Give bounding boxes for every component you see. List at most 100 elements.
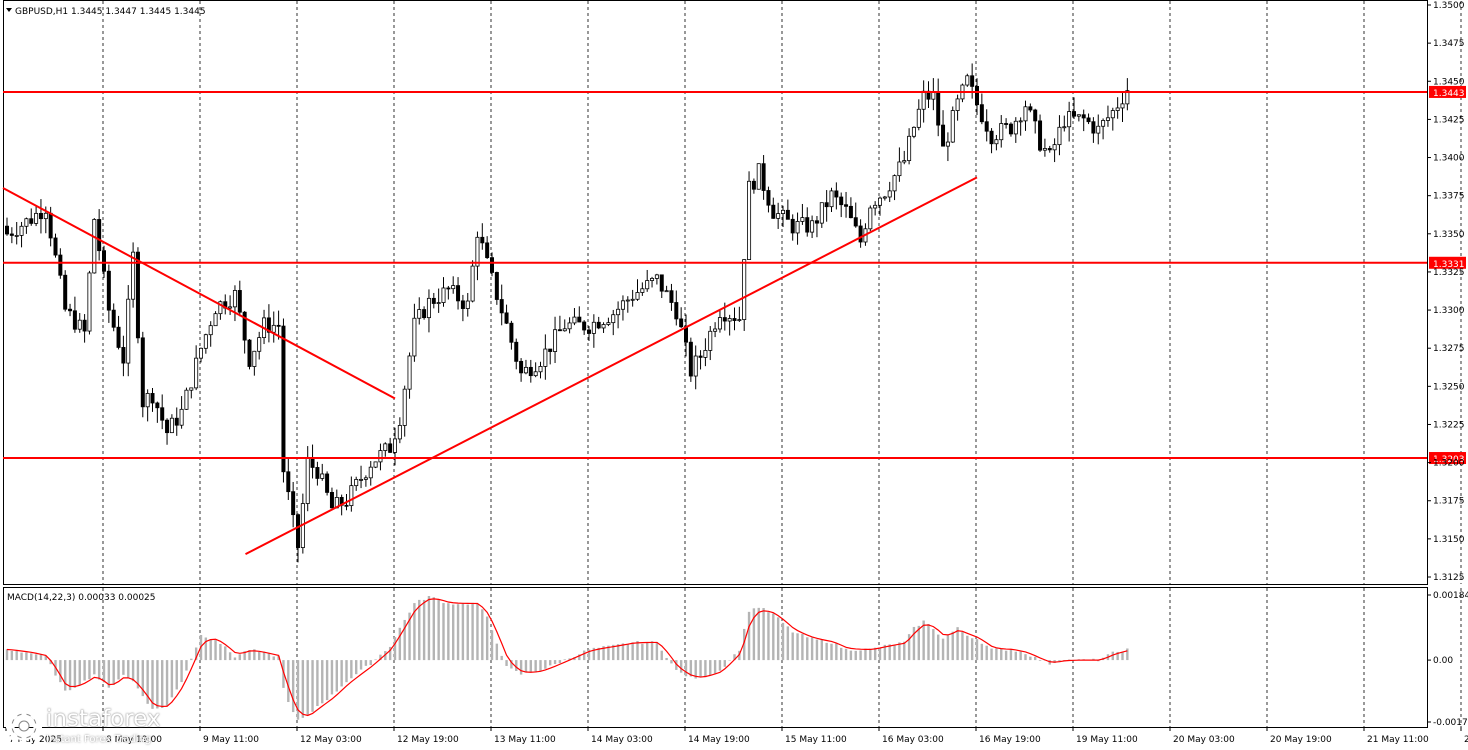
candle-up: [349, 485, 354, 507]
candle-down: [247, 339, 252, 367]
x-tick-label: 20 May 19:00: [1270, 735, 1332, 745]
candle-up: [77, 319, 82, 330]
y-tick-label: 1.3250: [1433, 382, 1465, 392]
candle-up: [407, 355, 412, 390]
candle-down: [577, 316, 582, 323]
candle-down: [111, 309, 116, 328]
y-tick-label: 1.3500: [1433, 1, 1465, 11]
x-tick-label: 8 May 19:00: [106, 735, 162, 745]
candle-down: [805, 217, 810, 233]
candle-up: [630, 298, 635, 301]
candle-down: [82, 319, 87, 332]
y-tick-label: 1.3325: [1433, 268, 1465, 278]
candle-up: [703, 350, 708, 358]
symbol-menu-icon[interactable]: [6, 8, 12, 12]
x-tick-label: 19 May 11:00: [1076, 735, 1138, 745]
x-tick-label: 14 May 03:00: [591, 735, 653, 745]
candle-up: [620, 300, 625, 310]
candle-down: [422, 309, 427, 319]
price-pane-frame: [3, 0, 1428, 585]
candle-up: [257, 337, 262, 352]
candlesticks: [5, 63, 1130, 563]
candle-up: [873, 204, 878, 209]
candle-up: [999, 123, 1004, 141]
candle-up: [417, 309, 422, 319]
candle-down: [679, 318, 684, 328]
candle-up: [742, 259, 747, 320]
y-tick-label: 1.3175: [1433, 497, 1465, 507]
candle-up: [945, 141, 950, 147]
candle-down: [853, 217, 858, 227]
candle-up: [145, 393, 150, 408]
candle-up: [693, 355, 698, 377]
x-tick-label: 14 May 19:00: [688, 735, 750, 745]
candle-up: [921, 90, 926, 110]
candle-down: [276, 324, 281, 327]
candle-down: [834, 190, 839, 198]
candle-up: [931, 91, 936, 100]
candle-down: [722, 317, 727, 322]
candle-down: [504, 312, 509, 324]
candle-down: [68, 308, 73, 312]
candle-up: [781, 209, 786, 214]
y-tick-label: 1.3275: [1433, 344, 1465, 354]
candle-up: [829, 190, 834, 208]
candle-up: [902, 160, 907, 163]
candle-up: [892, 175, 897, 192]
candle-up: [436, 302, 441, 304]
candle-up: [572, 316, 577, 324]
candle-down: [281, 325, 286, 473]
trendlines: [2, 176, 978, 556]
candle-up: [795, 221, 800, 234]
candle-up: [713, 328, 718, 332]
candle-up: [441, 287, 446, 303]
candle-up: [412, 317, 417, 357]
candle-up: [625, 299, 630, 302]
candle-down: [72, 310, 77, 330]
candle-down: [814, 220, 819, 224]
candle-down: [936, 91, 941, 126]
candle-up: [650, 278, 655, 281]
candle-up: [878, 197, 883, 206]
instaforex-tagline: Instant Forex Trading: [46, 734, 152, 745]
candle-down: [1033, 109, 1038, 122]
candle-up: [616, 308, 621, 316]
candle-up: [24, 218, 29, 227]
candle-up: [567, 322, 572, 330]
candle-down: [63, 274, 68, 310]
candle-down: [388, 443, 393, 453]
candle-down: [237, 290, 242, 313]
candle-down: [1086, 117, 1091, 123]
candle-down: [1008, 123, 1013, 135]
candle-down: [698, 355, 703, 358]
candle-down: [732, 318, 737, 321]
candle-down: [489, 257, 494, 273]
candle-down: [528, 366, 533, 377]
macd-pane-frame: [3, 587, 1428, 728]
candle-up: [916, 108, 921, 128]
candle-down: [509, 322, 514, 343]
macd-axis: 0.00184 0.00 -0.00175: [1427, 591, 1468, 728]
candle-up: [1013, 120, 1018, 135]
candle-down: [858, 225, 863, 243]
candle-up: [1101, 120, 1106, 127]
candle-up: [354, 479, 359, 487]
candle-up: [810, 220, 815, 233]
candle-down: [499, 299, 504, 314]
candle-down: [1047, 148, 1052, 151]
candle-up: [907, 135, 912, 161]
candle-down: [5, 225, 10, 235]
trendline-resistance: [2, 187, 396, 400]
y-tick-label: 1.3375: [1433, 192, 1465, 202]
candle-down: [494, 272, 499, 300]
candle-up: [819, 202, 824, 224]
instaforex-logo-icon: [6, 708, 42, 744]
candle-down: [669, 290, 674, 303]
candle-up: [1096, 125, 1101, 134]
candle-up: [19, 225, 24, 236]
candle-down: [135, 251, 140, 339]
candle-up: [14, 235, 19, 237]
candle-up: [776, 213, 781, 219]
